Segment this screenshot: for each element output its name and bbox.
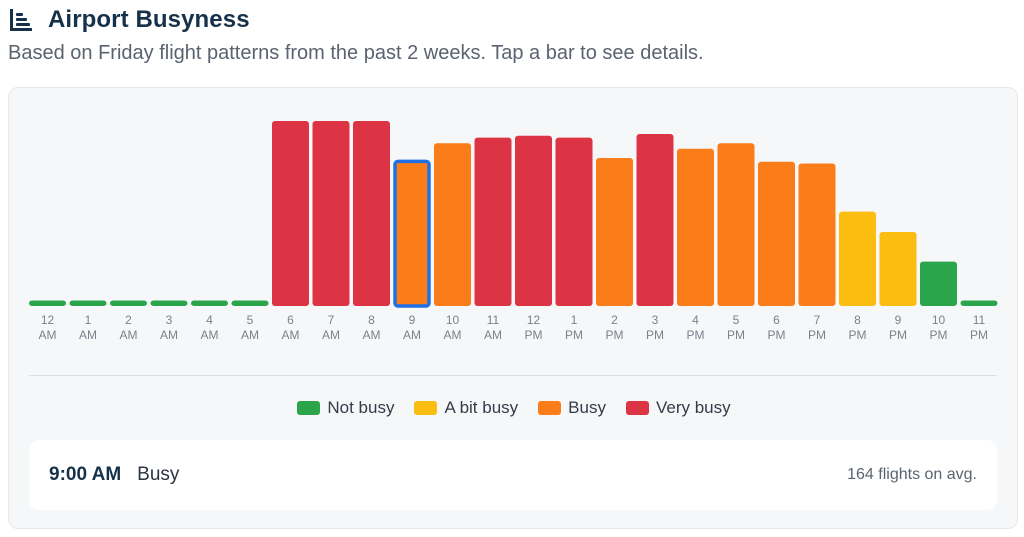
bar[interactable] (677, 148, 714, 306)
bar[interactable] (29, 300, 66, 306)
bar[interactable] (596, 158, 633, 306)
x-tick-period: AM (201, 328, 219, 342)
x-tick-period: PM (889, 328, 907, 342)
x-tick-period: AM (444, 328, 462, 342)
x-tick-period: AM (120, 328, 138, 342)
x-tick-hour: 6 (287, 313, 294, 327)
bar[interactable] (879, 232, 917, 306)
chart-legend: Not busy A bit busy Busy Very busy (9, 398, 1019, 418)
bar[interactable] (758, 161, 795, 306)
bar[interactable] (150, 300, 188, 306)
detail-busyness-level: Busy (137, 464, 180, 485)
x-tick-hour: 9 (895, 313, 902, 327)
bar[interactable] (474, 137, 512, 306)
legend-label: Not busy (327, 398, 395, 417)
x-tick-hour: 11 (973, 313, 986, 327)
x-tick-period: AM (79, 328, 97, 342)
legend-label: A bit busy (444, 398, 519, 417)
x-tick-period: PM (687, 328, 705, 342)
bar[interactable] (353, 121, 390, 306)
x-tick-hour: 7 (328, 313, 335, 327)
selected-hour-detail: 9:00 AM Busy 164 flights on avg. (29, 440, 997, 510)
bar[interactable] (69, 300, 107, 306)
x-tick-period: AM (39, 328, 57, 342)
x-tick-hour: 5 (247, 313, 254, 327)
page-title: Airport Busyness (48, 6, 250, 33)
x-tick-hour: 8 (854, 313, 861, 327)
x-tick-period: AM (484, 328, 502, 342)
legend-item-very-busy: Very busy (625, 398, 731, 418)
x-tick-period: PM (970, 328, 988, 342)
x-tick-period: PM (525, 328, 543, 342)
legend-swatch-not-busy (297, 401, 321, 415)
x-tick-period: PM (849, 328, 867, 342)
divider (29, 375, 997, 376)
bar[interactable] (717, 143, 755, 306)
x-tick-hour: 5 (733, 313, 740, 327)
x-tick-period: PM (646, 328, 664, 342)
x-tick-period: PM (808, 328, 826, 342)
legend-item-busy: Busy (538, 398, 606, 418)
x-tick-hour: 7 (814, 313, 821, 327)
x-tick-hour: 10 (446, 313, 460, 327)
x-tick-period: PM (930, 328, 948, 342)
legend-label: Busy (568, 398, 606, 417)
detail-flight-count: 164 flights on avg. (847, 466, 977, 483)
legend-item-not-busy: Not busy (297, 398, 394, 418)
x-tick-hour: 1 (85, 313, 92, 327)
x-tick-hour: 1 (571, 313, 578, 327)
x-tick-period: AM (363, 328, 381, 342)
bar-selected[interactable] (393, 159, 431, 308)
x-tick-period: AM (282, 328, 300, 342)
busyness-bar-chart: 12AM1AM2AM3AM4AM5AM6AM7AM8AM9AM10AM11AM1… (29, 121, 998, 342)
x-tick-period: PM (565, 328, 583, 342)
x-tick-hour: 3 (652, 313, 659, 327)
bar[interactable] (636, 133, 674, 306)
x-tick-hour: 9 (409, 313, 416, 327)
x-tick-hour: 4 (206, 313, 213, 327)
x-tick-hour: 6 (773, 313, 780, 327)
x-tick-hour: 4 (692, 313, 699, 327)
bar-chart-icon (10, 9, 32, 31)
x-tick-hour: 11 (487, 313, 500, 327)
bar[interactable] (110, 300, 147, 306)
bar[interactable] (191, 300, 228, 306)
x-tick-hour: 10 (932, 313, 946, 327)
bar[interactable] (798, 163, 836, 306)
legend-swatch-a-bit-busy (414, 401, 438, 415)
x-tick-hour: 3 (166, 313, 173, 327)
x-tick-hour: 12 (41, 313, 55, 327)
legend-swatch-very-busy (625, 401, 649, 415)
bar[interactable] (555, 137, 593, 306)
bar[interactable] (272, 121, 309, 306)
x-tick-hour: 12 (527, 313, 541, 327)
bar[interactable] (515, 135, 552, 306)
bar[interactable] (960, 300, 998, 306)
bar[interactable] (231, 300, 269, 306)
bar[interactable] (312, 121, 350, 306)
x-tick-period: PM (768, 328, 786, 342)
bar[interactable] (920, 261, 957, 306)
x-tick-period: AM (160, 328, 178, 342)
legend-swatch-busy (538, 401, 562, 415)
x-tick-hour: 2 (611, 313, 618, 327)
x-tick-period: PM (727, 328, 745, 342)
header: Airport Busyness (8, 6, 250, 34)
x-tick-period: AM (403, 328, 421, 342)
page-subtitle: Based on Friday flight patterns from the… (8, 42, 704, 64)
x-tick-period: AM (241, 328, 259, 342)
bar[interactable] (434, 143, 471, 306)
detail-time: 9:00 AM (49, 464, 122, 485)
x-tick-period: AM (322, 328, 340, 342)
legend-label: Very busy (655, 398, 731, 417)
x-tick-hour: 8 (368, 313, 375, 327)
chart-card: 12 AM 1 AM 2 AM 3 AM 4 AM 5 AM 6 AM 7 AM 8 AM 9 AM 10 AM 11 AM 1… (8, 87, 1018, 529)
x-tick-hour: 2 (125, 313, 132, 327)
legend-item-a-bit-busy: A bit busy (414, 398, 518, 418)
x-tick-period: PM (606, 328, 624, 342)
bar[interactable] (839, 211, 876, 306)
